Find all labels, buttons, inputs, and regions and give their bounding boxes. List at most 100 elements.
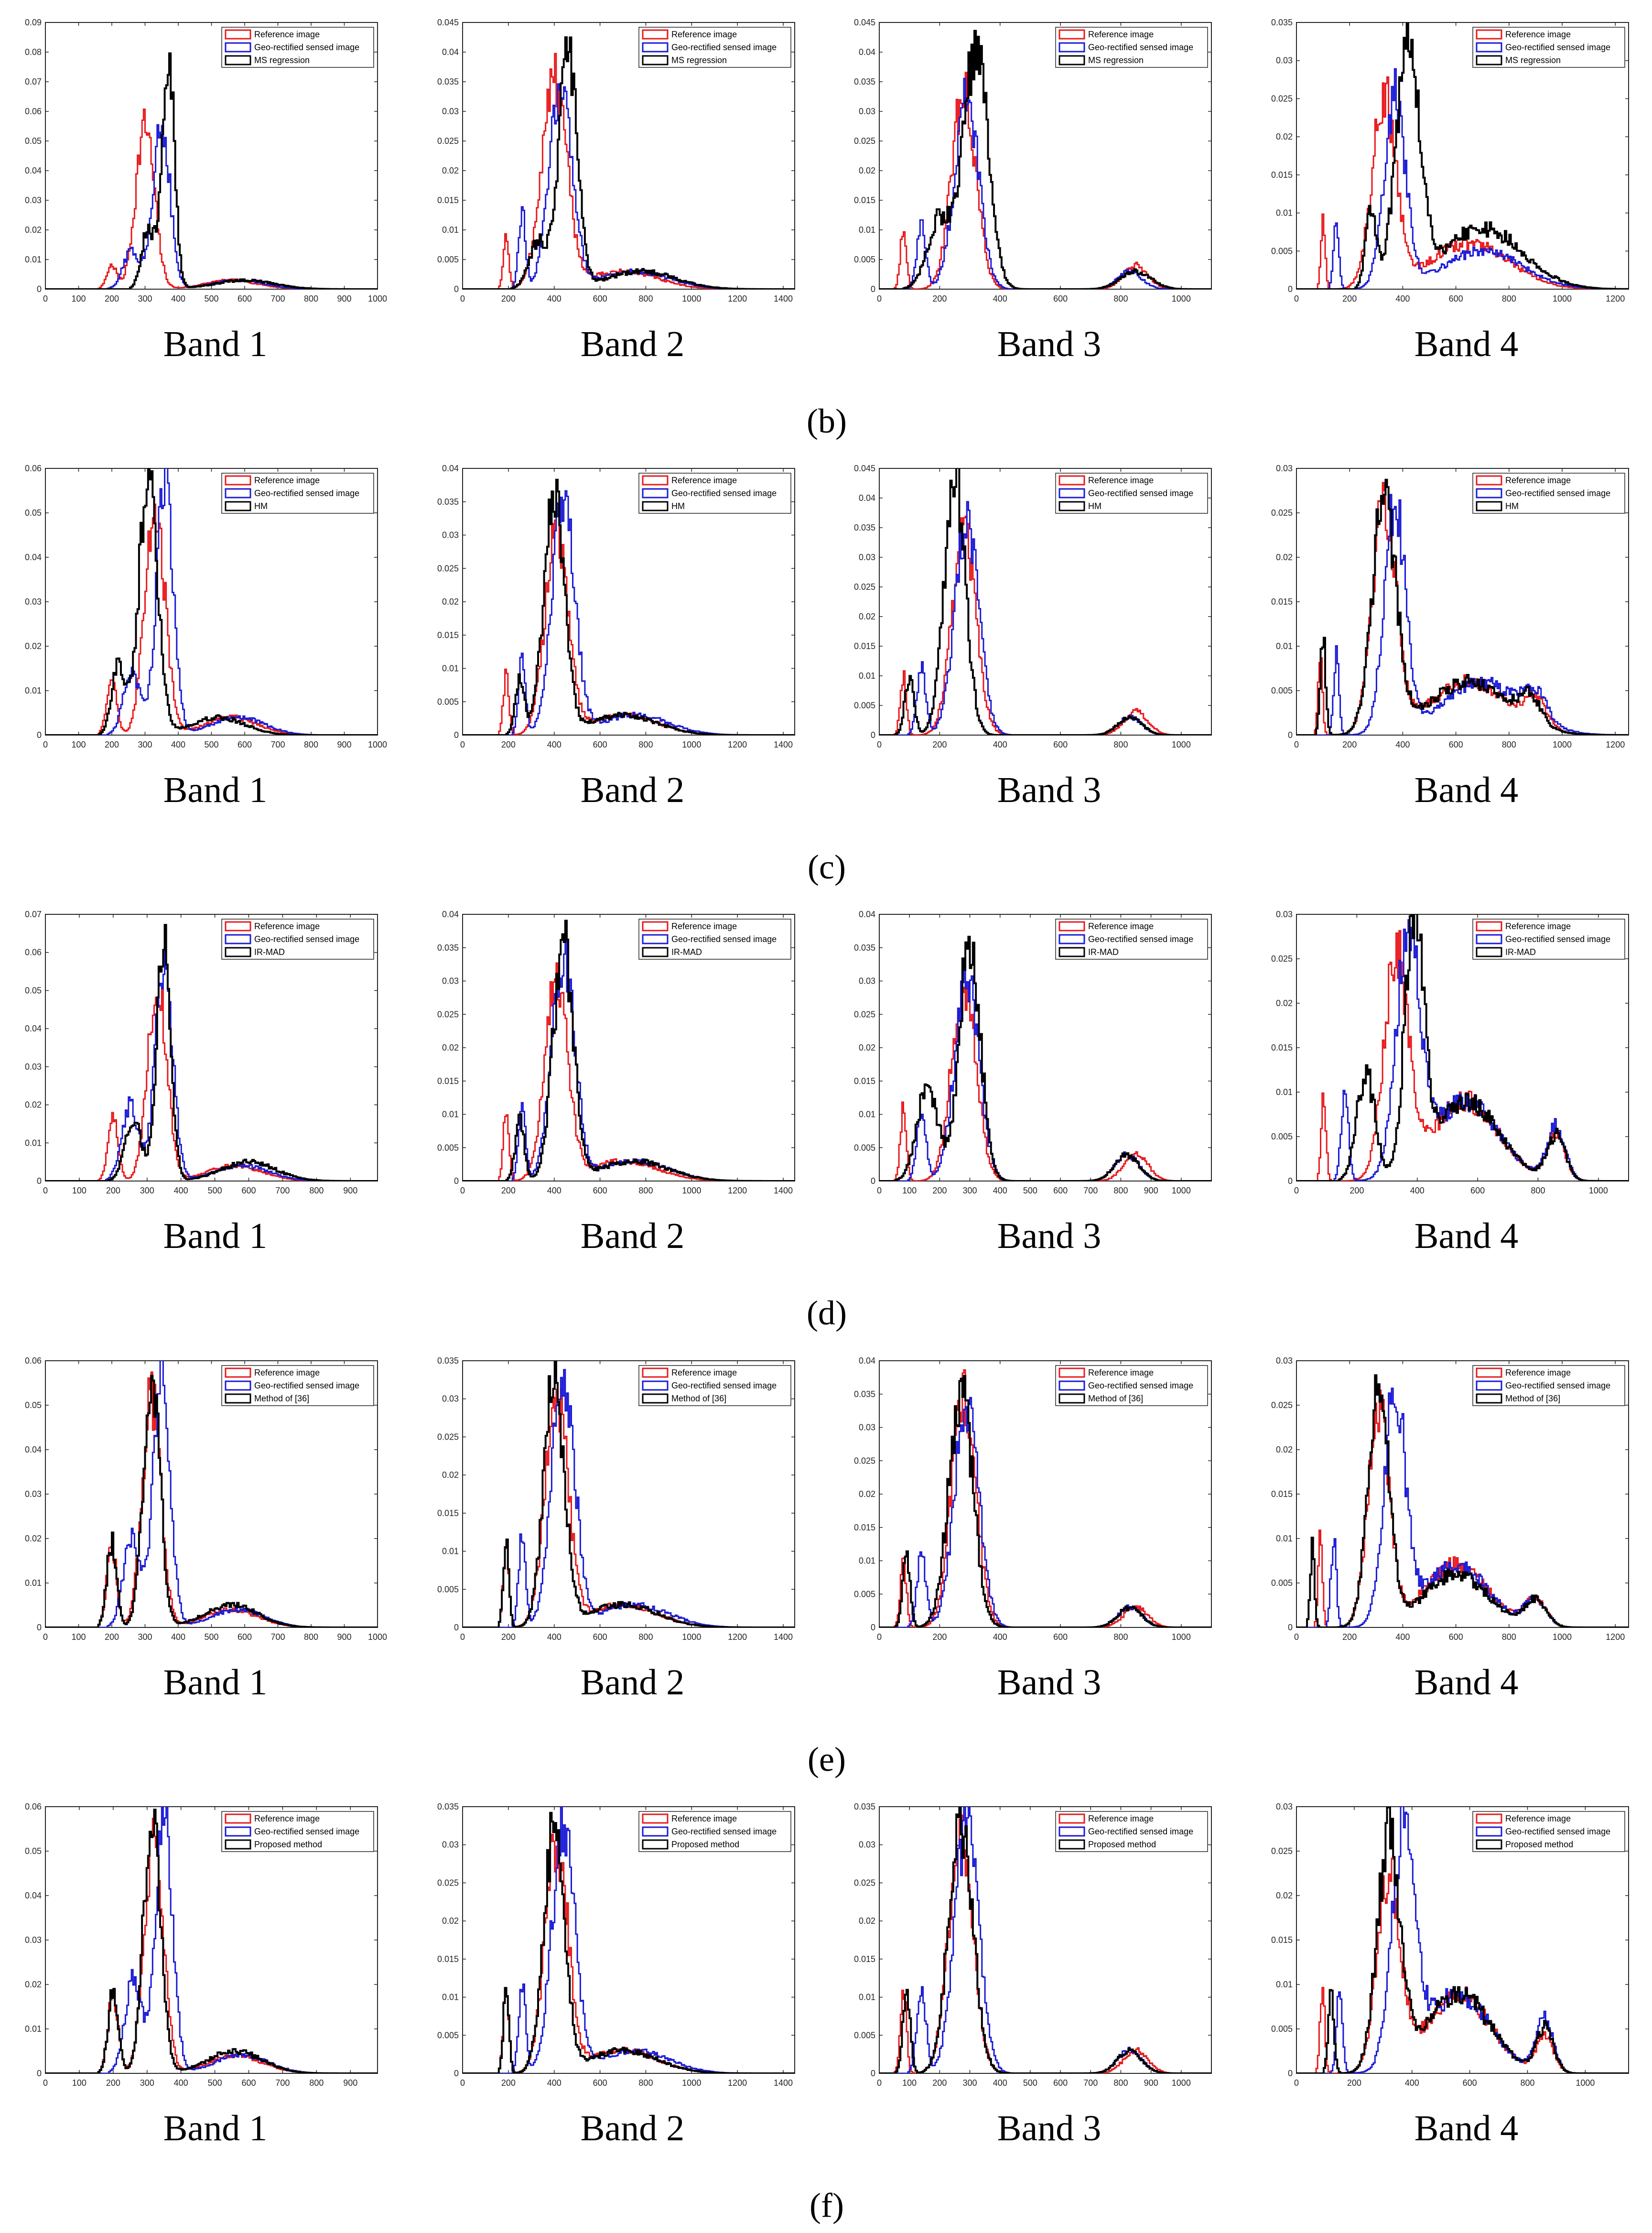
legend-box [1472, 473, 1625, 514]
legend-swatch [1476, 29, 1502, 40]
x-tick-label: 900 [337, 1632, 351, 1642]
x-tick-label: 100 [72, 2078, 86, 2088]
legend-swatch [642, 1813, 669, 1824]
band-label: Band 2 [581, 1662, 684, 1702]
y-tick-label: 0.045 [437, 18, 459, 27]
y-tick-label: 0.02 [1276, 1445, 1293, 1454]
x-tick-label: 200 [501, 1632, 516, 1642]
x-tick-label: 1000 [1553, 740, 1572, 749]
x-tick-label: 1200 [728, 1632, 747, 1642]
legend-swatch [225, 934, 251, 944]
legend-swatch [642, 488, 669, 499]
legend-box [1055, 27, 1208, 68]
y-tick-label: 0.01 [442, 1547, 459, 1556]
legend-label: MS regression [254, 55, 310, 65]
legend-label: Geo-rectified sensed image [254, 934, 359, 944]
x-tick-label: 200 [1350, 1186, 1364, 1195]
legend-label: Proposed method [671, 1840, 739, 1849]
x-tick-label: 0 [877, 1632, 882, 1642]
y-tick-label: 0.07 [25, 910, 42, 919]
y-tick-label: 0.005 [437, 697, 459, 706]
y-tick-label: 0.005 [854, 1589, 875, 1599]
y-tick-label: 0.01 [442, 1993, 459, 2002]
chart-4-4: 0 200 400 600 800 1000 1200 0 0.005 0.01 0.015 0.02… [1271, 1356, 1629, 1702]
legend-label: HM [1505, 501, 1519, 511]
legend-label: Proposed method [1088, 1840, 1156, 1849]
row-label: (f) [810, 2186, 844, 2224]
y-tick-label: 0.04 [859, 493, 875, 503]
legend-label: IR-MAD [1505, 947, 1536, 957]
y-tick-label: 0.045 [854, 18, 875, 27]
y-tick-label: 0.03 [1276, 1802, 1293, 1811]
x-tick-label: 400 [547, 1632, 561, 1642]
x-tick-label: 200 [501, 1186, 516, 1195]
y-tick-label: 0.025 [437, 1878, 459, 1887]
x-tick-label: 400 [993, 2078, 1007, 2088]
legend-swatch [1058, 55, 1085, 65]
legend-label: Reference image [1505, 1368, 1571, 1377]
legend-label: MS regression [1505, 55, 1561, 65]
y-tick-label: 0.01 [1276, 1087, 1293, 1097]
chart-1-4: 0 200 400 600 800 1000 1200 0 0.005 0.01 0.015 0.02… [1271, 18, 1629, 364]
legend-swatch [225, 1839, 251, 1850]
series-line-3 [45, 924, 378, 1181]
y-tick-label: 0.01 [442, 1110, 459, 1119]
legend-box [638, 1365, 791, 1406]
x-tick-label: 1000 [1553, 1632, 1572, 1642]
x-tick-label: 0 [877, 1186, 882, 1195]
y-tick-label: 0.025 [854, 1009, 875, 1019]
y-tick-label: 0.04 [859, 47, 875, 57]
x-tick-label: 800 [638, 740, 653, 749]
chart-2-2: 0 200 400 600 800 1000 1200 1400 0 0.005 0.01 0.015… [437, 464, 795, 810]
y-tick-label: 0.03 [25, 597, 42, 607]
series-line-3 [1296, 478, 1629, 735]
legend-label: Reference image [1088, 1814, 1154, 1823]
band-label: Band 2 [581, 1216, 684, 1256]
x-tick-label: 0 [877, 294, 882, 304]
legend-label: Reference image [254, 476, 320, 485]
y-tick-label: 0.02 [859, 1916, 875, 1926]
y-tick-label: 0.025 [437, 136, 459, 146]
x-tick-label: 400 [993, 740, 1007, 749]
y-tick-label: 0.04 [25, 166, 42, 175]
x-tick-label: 800 [304, 1632, 318, 1642]
y-tick-label: 0.06 [25, 1802, 42, 1811]
legend-label: Reference image [1505, 921, 1571, 931]
x-tick-label: 0 [460, 294, 465, 304]
legend-label: Method of [36] [1088, 1394, 1143, 1403]
chart-5-2: 0 200 400 600 800 1000 1200 1400 0 0.005 0.01 0.015… [437, 1802, 795, 2148]
legend-box [638, 473, 791, 514]
legend-label: Geo-rectified sensed image [1505, 1827, 1610, 1836]
legend-label: Geo-rectified sensed image [1088, 43, 1193, 52]
x-tick-label: 400 [993, 294, 1007, 304]
x-tick-label: 700 [275, 1186, 290, 1195]
legend-box [221, 1811, 374, 1852]
legend-swatch [1058, 488, 1085, 499]
legend-swatch [642, 501, 669, 511]
row-label: (b) [807, 402, 847, 440]
legend-swatch [1058, 1393, 1085, 1404]
y-tick-label: 0 [454, 1176, 459, 1186]
band-label: Band 1 [163, 1216, 267, 1256]
x-tick-label: 0 [460, 2078, 465, 2088]
x-tick-label: 600 [238, 740, 252, 749]
x-tick-label: 0 [1294, 294, 1299, 304]
y-tick-label: 0.03 [859, 976, 875, 986]
y-tick-label: 0.035 [854, 1802, 875, 1811]
x-tick-label: 200 [932, 1632, 947, 1642]
chart-3-2: 0 200 400 600 800 1000 1200 1400 0 0.005 0.01 0.015… [437, 910, 795, 1256]
legend-swatch [1058, 934, 1085, 944]
x-tick-label: 600 [241, 1186, 256, 1195]
y-tick-label: 0.015 [1271, 170, 1293, 180]
band-label: Band 3 [997, 1216, 1101, 1256]
y-tick-label: 0.01 [1276, 1534, 1293, 1543]
y-tick-label: 0.005 [1271, 1578, 1293, 1588]
x-tick-label: 1200 [1606, 740, 1625, 749]
y-tick-label: 0.025 [437, 1432, 459, 1442]
y-tick-label: 0 [454, 1623, 459, 1632]
x-tick-label: 200 [1342, 1632, 1357, 1642]
y-tick-label: 0.035 [437, 943, 459, 953]
x-tick-label: 500 [208, 2078, 222, 2088]
legend-label: Geo-rectified sensed image [671, 488, 777, 498]
